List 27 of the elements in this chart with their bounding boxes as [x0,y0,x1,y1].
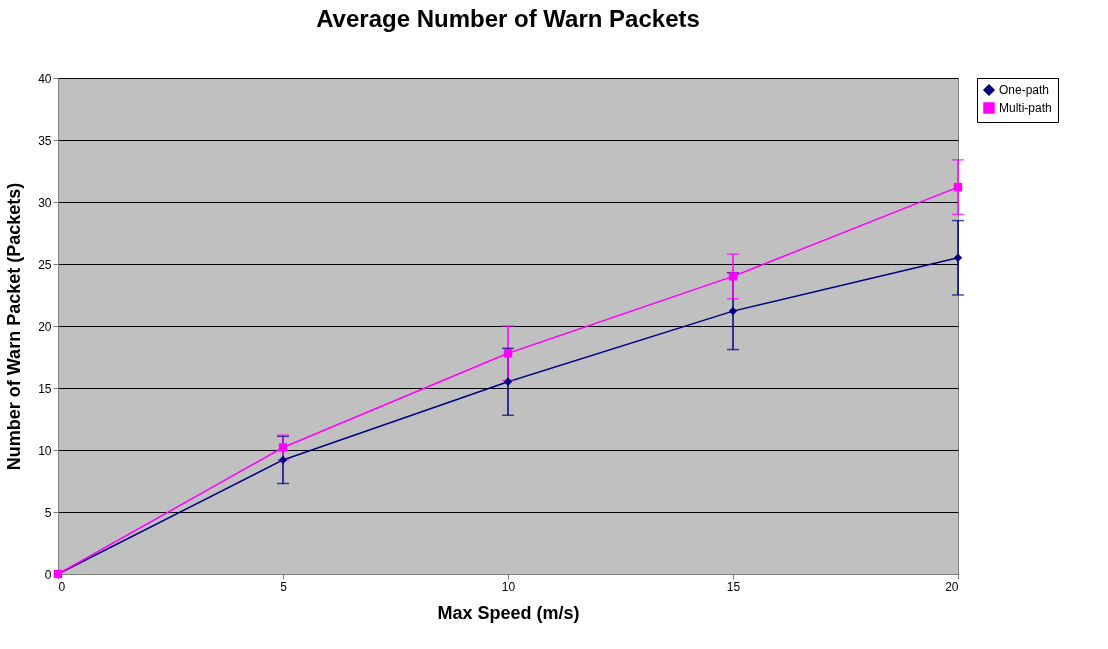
point [503,349,513,358]
point [728,306,738,316]
y-axis-title: Number of Warn Packet (Packets) [4,182,25,471]
chart-title: Average Number of Warn Packets [316,5,700,32]
point [953,182,963,192]
y-tick-label: 25 [38,257,52,272]
y-tick-label: 15 [38,381,52,396]
y-tick-label: 40 [38,71,52,86]
x-tick-label: 20 [945,579,959,594]
point [278,455,288,465]
y-tick-label: 10 [38,443,52,458]
point [728,272,738,281]
legend-label: One-path [999,83,1050,97]
y-tick-label: 20 [38,319,52,334]
x-axis-title: Max Speed (m/s) [437,602,580,623]
point [953,253,963,262]
x-tick-label: 10 [501,579,516,594]
y-tick-label: 0 [44,567,52,582]
x-tick-label: 15 [726,579,741,594]
y-tick-label: 30 [38,195,52,210]
y-tick-label: 35 [38,133,52,148]
point [278,443,288,452]
point [503,377,513,386]
x-tick-label: 5 [280,579,288,594]
y-tick-label: 5 [44,505,52,520]
x-tick-label: 0 [58,579,66,594]
legend-label: Multi-path [999,101,1052,115]
